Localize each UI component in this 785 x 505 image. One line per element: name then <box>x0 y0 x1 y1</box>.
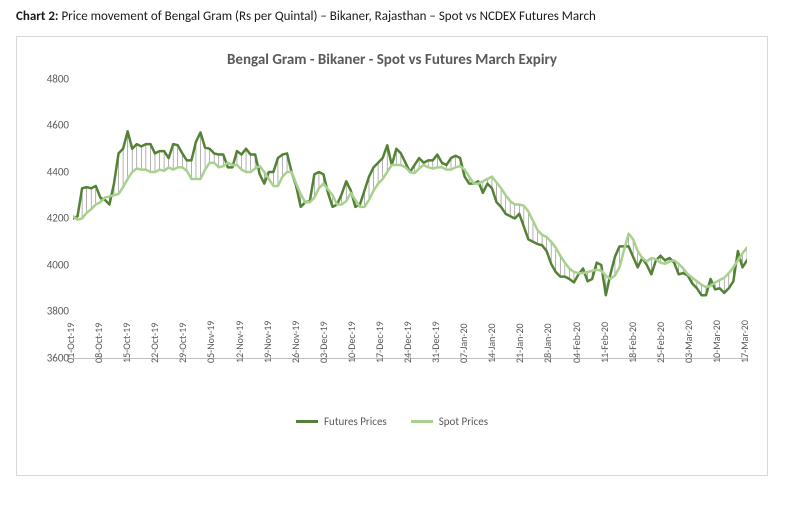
y-tick-label: 4800 <box>31 72 69 85</box>
x-tick-label: 29-Oct-19 <box>176 322 189 362</box>
x-tick-label: 26-Nov-19 <box>289 320 302 362</box>
chart-container: Bengal Gram - Bikaner - Spot vs Futures … <box>16 36 768 476</box>
y-tick-label: 4000 <box>31 258 69 271</box>
x-tick-label: 07-Jan-20 <box>457 323 470 363</box>
chart-title: Bengal Gram - Bikaner - Spot vs Futures … <box>31 51 753 69</box>
x-tick-label: 10-Mar-20 <box>710 320 723 363</box>
x-tick-label: 17-Dec-19 <box>373 321 386 363</box>
x-tick-label: 19-Nov-19 <box>261 320 274 362</box>
x-tick-label: 03-Mar-20 <box>682 320 695 363</box>
legend-swatch-futures <box>296 420 318 423</box>
x-tick-label: 17-Mar-20 <box>738 320 751 363</box>
x-axis: 01-Oct-1908-Oct-1915-Oct-1922-Oct-1929-O… <box>73 359 747 417</box>
x-tick-label: 28-Jan-20 <box>541 323 554 363</box>
x-tick-label: 12-Nov-19 <box>233 320 246 362</box>
x-tick-label: 10-Dec-19 <box>345 321 358 363</box>
x-tick-label: 24-Dec-19 <box>401 321 414 363</box>
caption-lead: Chart 2: <box>16 9 59 24</box>
y-tick-label: 3800 <box>31 305 69 318</box>
x-tick-label: 05-Nov-19 <box>204 320 217 362</box>
x-tick-label: 14-Jan-20 <box>485 323 498 363</box>
x-tick-label: 18-Feb-20 <box>626 321 639 362</box>
x-tick-label: 03-Dec-19 <box>317 321 330 363</box>
x-tick-label: 15-Oct-19 <box>120 322 133 362</box>
plot-svg <box>73 79 747 358</box>
x-tick-label: 08-Oct-19 <box>92 322 105 362</box>
x-tick-label: 21-Jan-20 <box>513 323 526 363</box>
y-tick-label: 4400 <box>31 165 69 178</box>
x-tick-label: 31-Dec-19 <box>429 321 442 363</box>
y-tick-label: 4200 <box>31 212 69 225</box>
series-line <box>73 131 747 295</box>
x-tick-label: 04-Feb-20 <box>570 321 583 362</box>
x-tick-label: 11-Feb-20 <box>598 321 611 362</box>
series-line <box>73 162 747 286</box>
y-tick-label: 4600 <box>31 119 69 132</box>
y-axis: 3600380040004200440046004800 <box>31 79 73 359</box>
plot-wrap: 3600380040004200440046004800 01-Oct-1908… <box>31 79 753 409</box>
x-tick-label: 25-Feb-20 <box>654 321 667 362</box>
plot-area <box>73 79 747 359</box>
chart-caption: Chart 2: Price movement of Bengal Gram (… <box>16 8 769 26</box>
caption-rest: Price movement of Bengal Gram (Rs per Qu… <box>59 9 596 24</box>
legend-swatch-spot <box>411 420 433 423</box>
x-tick-label: 01-Oct-19 <box>64 322 77 362</box>
x-tick-label: 22-Oct-19 <box>148 322 161 362</box>
